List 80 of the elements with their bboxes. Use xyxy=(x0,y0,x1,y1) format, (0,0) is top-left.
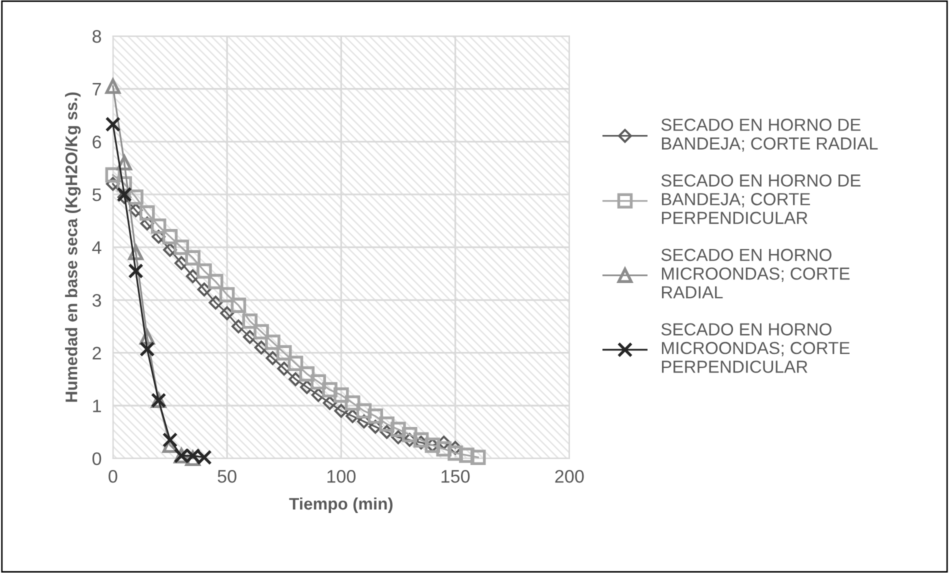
point xyxy=(254,340,268,354)
point xyxy=(230,298,246,313)
point xyxy=(232,319,246,334)
point xyxy=(208,296,223,310)
point xyxy=(448,445,463,461)
point xyxy=(276,345,292,360)
point xyxy=(390,422,406,438)
point xyxy=(105,78,121,94)
point xyxy=(299,366,315,382)
legend-label: SECADO EN HORNO MICROONDAS; CORTE PERPENDICULAR xyxy=(661,323,850,373)
point xyxy=(242,330,257,344)
x-tick-label: 50 xyxy=(218,470,236,483)
point xyxy=(311,388,326,402)
y-tick-label: 6 xyxy=(92,136,102,148)
x-axis-title: Tiempo (min) xyxy=(289,497,393,513)
legend-label: SECADO EN HORNO DE BANDEJA; CORTE PERPENDICULAR xyxy=(661,174,860,224)
point xyxy=(344,395,360,411)
point xyxy=(254,324,269,340)
y-tick-label: 2 xyxy=(92,346,101,360)
point xyxy=(379,416,394,432)
y-tick-label: 1 xyxy=(93,400,101,412)
point xyxy=(300,380,314,394)
y-tick-label: 3 xyxy=(92,294,102,307)
point xyxy=(150,218,166,234)
y-tick-label: 8 xyxy=(92,30,102,43)
point xyxy=(140,205,155,221)
point xyxy=(185,250,200,266)
point xyxy=(288,356,304,372)
point xyxy=(334,404,348,418)
y-tick-label: 5 xyxy=(92,188,102,202)
point xyxy=(220,306,234,320)
point xyxy=(208,274,224,290)
point xyxy=(196,263,212,279)
point xyxy=(346,409,360,424)
point xyxy=(140,216,154,230)
point xyxy=(265,334,280,350)
point xyxy=(128,203,143,218)
point xyxy=(140,341,155,357)
legend-label: SECADO EN HORNO MICROONDAS; CORTE RADIAL xyxy=(661,248,850,298)
point xyxy=(334,387,349,403)
point xyxy=(106,176,120,191)
x-tick-label: 200 xyxy=(555,470,584,483)
point xyxy=(162,229,178,244)
y-axis-title: Humedad en base seca (KgH2O/Kg ss.) xyxy=(65,92,81,402)
point xyxy=(380,425,394,439)
point xyxy=(310,374,326,390)
point xyxy=(436,441,452,457)
point xyxy=(105,116,121,132)
point xyxy=(322,382,338,398)
point xyxy=(322,396,337,410)
y-tick-label: 7 xyxy=(92,83,101,96)
point xyxy=(163,242,177,257)
point xyxy=(402,427,418,442)
point xyxy=(368,420,382,434)
x-tick-label: 150 xyxy=(442,470,470,483)
y-tick-label: 0 xyxy=(92,452,102,466)
point xyxy=(470,450,486,465)
y-tick-label: 4 xyxy=(92,241,102,254)
point xyxy=(128,263,144,279)
point xyxy=(152,230,166,244)
legend-label: SECADO EN HORNO DE BANDEJA; CORTE RADIAL xyxy=(661,118,878,152)
point xyxy=(162,432,178,448)
point xyxy=(105,167,121,183)
point xyxy=(186,269,200,284)
point xyxy=(413,432,429,448)
x-tick-label: 100 xyxy=(327,470,356,483)
point xyxy=(277,362,292,376)
point xyxy=(368,408,384,424)
point xyxy=(288,372,302,386)
point xyxy=(197,282,212,296)
point xyxy=(174,240,190,255)
point xyxy=(116,186,132,202)
point xyxy=(356,403,372,419)
point xyxy=(459,448,474,463)
point xyxy=(357,414,371,428)
point xyxy=(266,351,280,366)
x-tick-label: 0 xyxy=(108,470,118,483)
point xyxy=(219,287,235,302)
point xyxy=(174,256,188,270)
point xyxy=(242,314,258,329)
